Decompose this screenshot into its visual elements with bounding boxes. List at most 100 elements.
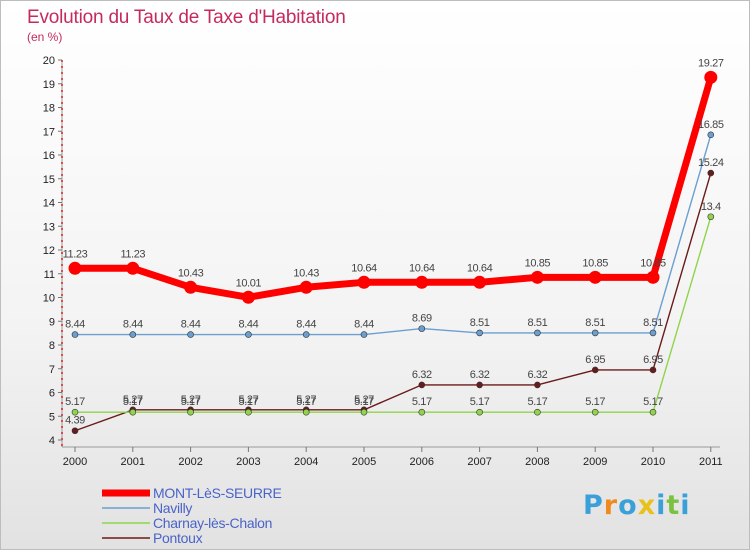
data-label: 5.17 <box>585 396 605 408</box>
data-point[interactable] <box>534 329 541 337</box>
data-label: 5.17 <box>412 396 432 408</box>
data-label: 10.85 <box>582 257 608 269</box>
data-point[interactable] <box>476 408 483 416</box>
data-label: 5.17 <box>238 396 258 408</box>
data-label: 5.27 <box>296 394 316 406</box>
legend-label-mont-les-seurre: MONT-LèS-SEURRE <box>153 485 282 501</box>
legend-label-pontoux: Pontoux <box>153 530 203 546</box>
logo-letter: i <box>656 490 667 521</box>
x-tick-label: 2000 <box>63 456 87 468</box>
data-point[interactable] <box>241 290 255 304</box>
data-label: 5.27 <box>238 394 258 406</box>
x-tick-label: 2009 <box>583 456 607 468</box>
x-tick-label: 2006 <box>410 456 434 468</box>
data-point[interactable] <box>360 331 368 338</box>
logo-letter: P <box>583 490 604 521</box>
data-point[interactable] <box>418 325 426 332</box>
data-point[interactable] <box>473 275 487 289</box>
y-tick-label: 15 <box>43 174 55 186</box>
data-label: 10.01 <box>236 277 262 289</box>
data-point[interactable] <box>476 381 483 389</box>
data-point[interactable] <box>299 280 313 294</box>
data-point[interactable] <box>704 70 718 84</box>
x-tick-label: 2011 <box>699 456 723 468</box>
data-point[interactable] <box>418 408 426 416</box>
y-tick-label: 17 <box>43 126 55 138</box>
data-point[interactable] <box>534 408 541 416</box>
y-tick-label: 12 <box>43 245 55 257</box>
data-label: 8.51 <box>470 317 490 329</box>
data-point[interactable] <box>71 427 79 435</box>
y-tick-label: 13 <box>43 221 55 233</box>
data-point[interactable] <box>302 331 310 338</box>
data-point[interactable] <box>126 261 140 275</box>
data-point[interactable] <box>649 408 657 416</box>
data-label: 16.85 <box>698 119 724 131</box>
data-label: 8.44 <box>296 319 316 331</box>
data-point[interactable] <box>707 169 715 177</box>
data-point[interactable] <box>68 261 82 275</box>
data-label: 5.27 <box>123 394 143 406</box>
data-point[interactable] <box>187 408 194 416</box>
data-point[interactable] <box>591 408 599 416</box>
data-label: 10.43 <box>293 267 319 279</box>
data-point[interactable] <box>534 381 541 389</box>
data-point[interactable] <box>707 131 715 139</box>
legend-label-navilly: Navilly <box>153 500 192 516</box>
data-label: 5.27 <box>354 394 374 406</box>
data-point[interactable] <box>71 408 79 416</box>
data-point[interactable] <box>418 381 426 389</box>
data-point[interactable] <box>588 270 602 284</box>
data-label: 13.4 <box>701 201 721 213</box>
data-point[interactable] <box>415 275 429 289</box>
data-point[interactable] <box>591 366 599 374</box>
data-label: 8.44 <box>123 319 143 331</box>
y-tick-label: 19 <box>43 79 55 91</box>
data-point[interactable] <box>357 275 371 289</box>
data-point[interactable] <box>649 329 657 337</box>
y-tick-label: 18 <box>43 103 55 115</box>
x-tick-label: 2010 <box>641 456 665 468</box>
data-point[interactable] <box>129 331 137 338</box>
data-point[interactable] <box>245 331 252 338</box>
y-tick-label: 9 <box>49 316 55 328</box>
data-label: 6.95 <box>585 354 605 366</box>
data-label: 8.51 <box>527 317 547 329</box>
data-label: 5.17 <box>123 396 143 408</box>
data-label: 6.95 <box>643 354 663 366</box>
data-point[interactable] <box>591 329 599 337</box>
data-point[interactable] <box>476 329 483 337</box>
data-point[interactable] <box>71 331 79 338</box>
data-point[interactable] <box>360 408 368 416</box>
data-label: 5.17 <box>527 396 547 408</box>
data-label: 6.32 <box>412 369 432 381</box>
x-tick-label: 2002 <box>178 456 202 468</box>
x-tick-label: 2007 <box>467 456 491 468</box>
data-point[interactable] <box>646 270 660 284</box>
data-point[interactable] <box>129 408 137 416</box>
data-label: 8.69 <box>412 313 432 325</box>
data-label: 10.64 <box>409 262 435 274</box>
data-point[interactable] <box>184 280 198 294</box>
y-tick-label: 16 <box>43 150 55 162</box>
x-tick-label: 2004 <box>294 456 318 468</box>
data-point[interactable] <box>187 331 194 338</box>
data-label: 5.17 <box>470 396 490 408</box>
logo-letter: o <box>618 490 638 521</box>
data-point[interactable] <box>302 408 310 416</box>
data-point[interactable] <box>707 213 715 221</box>
data-label: 10.85 <box>525 257 551 269</box>
data-label: 6.32 <box>470 369 490 381</box>
x-tick-label: 2008 <box>525 456 549 468</box>
data-label: 8.44 <box>354 319 374 331</box>
data-point[interactable] <box>530 270 544 284</box>
data-point[interactable] <box>649 366 657 374</box>
y-tick-label: 20 <box>43 55 55 67</box>
data-label: 6.32 <box>527 369 547 381</box>
data-label: 10.64 <box>467 262 493 274</box>
data-label: 8.51 <box>585 317 605 329</box>
y-tick-label: 14 <box>43 198 55 210</box>
data-point[interactable] <box>245 408 252 416</box>
chart-title: Evolution du Taux de Taxe d'Habitation <box>27 7 346 28</box>
